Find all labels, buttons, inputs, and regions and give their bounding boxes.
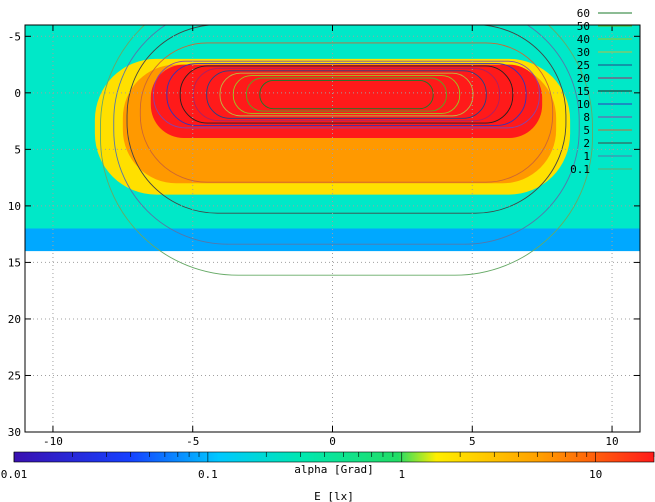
y-tick-label: 0 — [14, 87, 21, 100]
contour-line-1 — [113, 25, 580, 245]
contour-line-20 — [192, 67, 500, 122]
legend-label-15: 15 — [577, 85, 590, 98]
y-tick-label: 30 — [8, 426, 21, 439]
colorbar-tick-label: 0.1 — [198, 468, 218, 481]
contour-line-30 — [219, 72, 474, 117]
contour-line-60 — [259, 79, 434, 110]
colorbar: 0.01 0.1 1 10 alpha [Grad] E [lx] — [1, 451, 655, 502]
contour-line-25 — [206, 70, 487, 119]
colorbar-ticks: 0.01 0.1 1 10 — [1, 452, 655, 481]
contour-line-10 — [166, 63, 527, 126]
colorbar-tick-label: 10 — [589, 468, 602, 481]
legend-label-5: 5 — [583, 124, 590, 137]
legend-label-1: 1 — [583, 150, 590, 163]
contour-line-0.1 — [100, 25, 593, 276]
y-tick-label: 15 — [8, 256, 21, 269]
x-tick-label: 5 — [469, 435, 476, 448]
contour-line-5 — [139, 42, 554, 183]
x-tick-label: -10 — [43, 435, 63, 448]
legend-label-50: 50 — [577, 20, 590, 33]
legend-label-30: 30 — [577, 46, 590, 59]
legend-label-25: 25 — [577, 59, 590, 72]
colorbar-gradient — [13, 451, 655, 463]
y-tick-label: 20 — [8, 313, 21, 326]
contour-line-40 — [232, 75, 461, 114]
x-tick-label: 10 — [605, 435, 618, 448]
colorbar-tick-label: 0.01 — [1, 468, 28, 481]
heat-region-4 — [150, 64, 543, 139]
legend-label-40: 40 — [577, 33, 590, 46]
contour-line-8 — [153, 60, 540, 129]
contour-line-2 — [126, 25, 567, 214]
legend-label-0.1: 0.1 — [570, 163, 590, 176]
y-tick-label: 5 — [14, 143, 21, 156]
legend-label-20: 20 — [577, 72, 590, 85]
y-tick-label: 25 — [8, 369, 21, 382]
legend-label-60: 60 — [577, 7, 590, 20]
contour-line-15 — [179, 65, 514, 124]
y-tick-label: 10 — [8, 200, 21, 213]
legend-label-10: 10 — [577, 98, 590, 111]
legend-label-2: 2 — [583, 137, 590, 150]
x-axis-title: alpha [Grad] — [294, 463, 373, 476]
x-tick-label: 0 — [329, 435, 336, 448]
contour-line-50 — [246, 77, 447, 112]
x-tick-label: -5 — [186, 435, 199, 448]
y-tick-label: -5 — [8, 30, 21, 43]
colorbar-title: E [lx] — [314, 490, 354, 502]
colorbar-tick-label: 1 — [398, 468, 405, 481]
heat-region-0 — [25, 228, 640, 252]
legend-label-8: 8 — [583, 111, 590, 124]
contour-lines — [100, 25, 593, 276]
